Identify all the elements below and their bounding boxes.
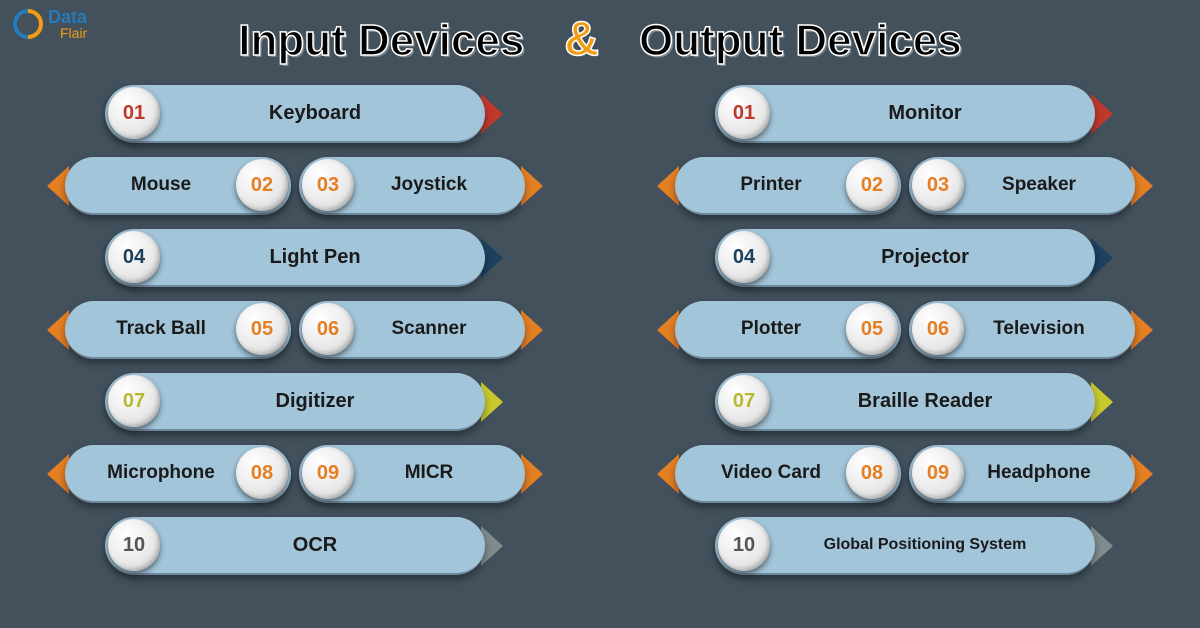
output-r6-left: Video Card 08: [675, 445, 901, 503]
input-r7-label: OCR: [105, 534, 485, 557]
input-r3-label: Light Pen: [105, 246, 485, 269]
input-r2-left-number: 02: [236, 159, 288, 211]
output-r6-left-number: 08: [846, 447, 898, 499]
input-r6-right: 09 MICR: [299, 445, 525, 503]
output-r6: Video Card 08 09 Headphone: [675, 445, 1135, 503]
output-r2-left: Printer 02: [675, 157, 901, 215]
input-r4-right: 06 Scanner: [299, 301, 525, 359]
output-r4-left: Plotter 05: [675, 301, 901, 359]
input-r3: 04 Light Pen: [105, 229, 485, 287]
output-r4-left-number: 05: [846, 303, 898, 355]
input-r4-right-number: 06: [302, 303, 354, 355]
input-r2-right: 03 Joystick: [299, 157, 525, 215]
title-output: Output Devices: [639, 16, 962, 66]
input-r6: Microphone 08 09 MICR: [65, 445, 525, 503]
title-input: Input Devices: [238, 16, 524, 66]
input-column: 01 Keyboard Mouse 02 03 Joystick 04 Ligh…: [45, 85, 545, 575]
input-r4-left: Track Ball 05: [65, 301, 291, 359]
output-r2: Printer 02 03 Speaker: [675, 157, 1135, 215]
input-r6-left: Microphone 08: [65, 445, 291, 503]
output-r2-right: 03 Speaker: [909, 157, 1135, 215]
input-r1: 01 Keyboard: [105, 85, 485, 143]
output-r7-number: 10: [718, 519, 770, 571]
input-r4-left-number: 05: [236, 303, 288, 355]
logo-text-data: Data: [48, 8, 87, 26]
output-column: 01 Monitor Printer 02 03 Speaker 04 Proj…: [655, 85, 1155, 575]
output-r4-right: 06 Television: [909, 301, 1135, 359]
input-r5-number: 07: [108, 375, 160, 427]
output-r3-label: Projector: [715, 246, 1095, 269]
output-r7: 10 Global Positioning System: [715, 517, 1095, 575]
input-r5: 07 Digitizer: [105, 373, 485, 431]
input-r6-right-number: 09: [302, 447, 354, 499]
input-r7-number: 10: [108, 519, 160, 571]
input-r3-number: 04: [108, 231, 160, 283]
output-r5-label: Braille Reader: [715, 390, 1095, 413]
output-r2-left-number: 02: [846, 159, 898, 211]
output-r3: 04 Projector: [715, 229, 1095, 287]
input-r6-left-number: 08: [236, 447, 288, 499]
output-r3-number: 04: [718, 231, 770, 283]
input-r2-right-number: 03: [302, 159, 354, 211]
output-r4-right-number: 06: [912, 303, 964, 355]
logo: Data Flair: [12, 8, 87, 40]
output-r1: 01 Monitor: [715, 85, 1095, 143]
input-r4: Track Ball 05 06 Scanner: [65, 301, 525, 359]
input-r2-left: Mouse 02: [65, 157, 291, 215]
output-r5-number: 07: [718, 375, 770, 427]
title-amp: &: [564, 12, 599, 67]
output-r6-right: 09 Headphone: [909, 445, 1135, 503]
output-r2-right-number: 03: [912, 159, 964, 211]
output-r6-right-number: 09: [912, 447, 964, 499]
input-r7: 10 OCR: [105, 517, 485, 575]
input-r2: Mouse 02 03 Joystick: [65, 157, 525, 215]
header: Input Devices & Output Devices: [0, 0, 1200, 67]
input-r1-label: Keyboard: [105, 102, 485, 125]
output-r5: 07 Braille Reader: [715, 373, 1095, 431]
logo-text-flair: Flair: [60, 26, 87, 40]
input-r5-label: Digitizer: [105, 390, 485, 413]
logo-icon: [12, 8, 44, 40]
output-r1-number: 01: [718, 87, 770, 139]
input-r1-number: 01: [108, 87, 160, 139]
output-r7-label: Global Positioning System: [715, 536, 1095, 554]
output-r1-label: Monitor: [715, 102, 1095, 125]
output-r4: Plotter 05 06 Television: [675, 301, 1135, 359]
